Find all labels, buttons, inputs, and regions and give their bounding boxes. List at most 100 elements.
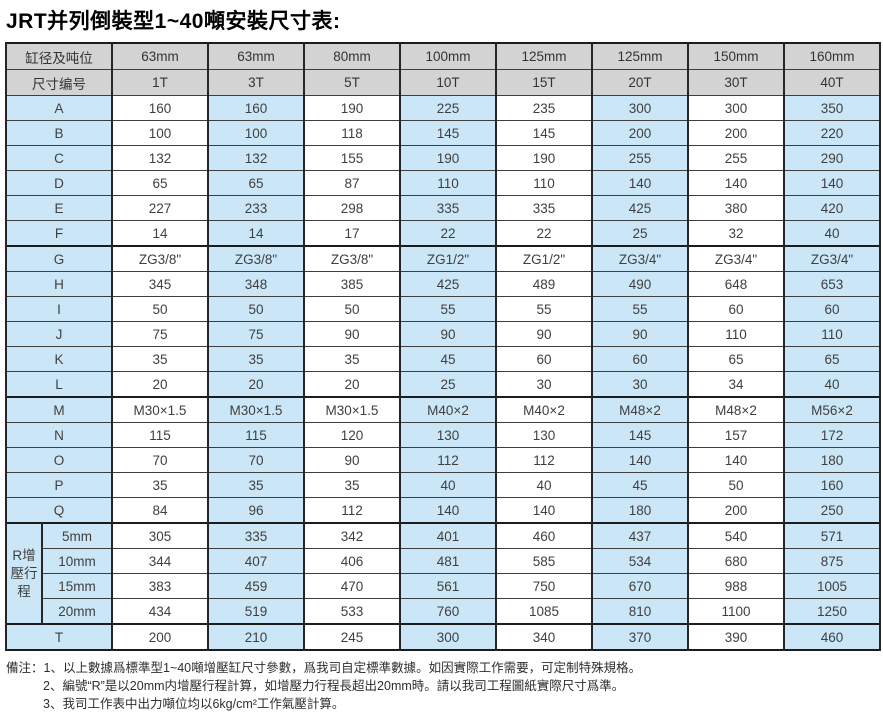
bore-column-header: 125mm (495, 42, 593, 70)
tonnage-column-header: 40T (783, 69, 881, 96)
value-cell: 200 (591, 120, 689, 146)
value-cell: 100 (111, 120, 209, 146)
row-label: N (5, 422, 113, 448)
value-cell: 112 (495, 447, 593, 473)
tonnage-column-header: 10T (399, 69, 497, 96)
value-cell: 45 (591, 472, 689, 498)
value-cell: M30×1.5 (303, 396, 401, 423)
value-cell: 810 (591, 598, 689, 625)
value-cell: 65 (207, 170, 305, 196)
value-cell: 90 (495, 321, 593, 347)
value-cell: 75 (111, 321, 209, 347)
note-item-1: 1、以上數據爲標準型1~40噸增壓缸尺寸參數，爲我司自定標準數據。如因實際工作需… (43, 661, 642, 675)
value-cell: 348 (207, 271, 305, 297)
value-cell: 585 (495, 548, 593, 574)
table-row: P 35 35 35 40 40 45 50 160 (5, 472, 881, 498)
value-cell: 35 (303, 472, 401, 498)
value-cell: 489 (495, 271, 593, 297)
value-cell: 200 (111, 623, 209, 651)
value-cell: 345 (111, 271, 209, 297)
value-cell: 30 (495, 371, 593, 398)
table-row: B 100 100 118 145 145 200 200 220 (5, 120, 881, 146)
value-cell: 140 (687, 170, 785, 196)
row-label: F (5, 220, 113, 247)
row-label: I (5, 296, 113, 322)
value-cell: 65 (783, 346, 881, 372)
value-cell: 459 (207, 573, 305, 599)
bore-column-header: 125mm (591, 42, 689, 70)
value-cell: 190 (399, 145, 497, 171)
value-cell: 1085 (495, 598, 593, 625)
value-cell: 145 (399, 120, 497, 146)
tonnage-column-header: 30T (687, 69, 785, 96)
value-cell: 145 (495, 120, 593, 146)
value-cell: 401 (399, 522, 497, 549)
stroke-row-label: 10mm (41, 548, 113, 574)
value-cell: 157 (687, 422, 785, 448)
dimensions-table: 缸径及吨位 63mm 63mm 80mm 100mm 125mm 125mm 150mm 160… (5, 42, 881, 651)
value-cell: 65 (687, 346, 785, 372)
value-cell: M30×1.5 (111, 396, 209, 423)
value-cell: 160 (111, 95, 209, 121)
value-cell: 160 (207, 95, 305, 121)
value-cell: 55 (399, 296, 497, 322)
value-cell: 750 (495, 573, 593, 599)
table-row: L 20 20 20 25 30 30 34 40 (5, 371, 881, 398)
value-cell: M40×2 (495, 396, 593, 423)
value-cell: 406 (303, 548, 401, 574)
value-cell: 90 (591, 321, 689, 347)
value-cell: 45 (399, 346, 497, 372)
table-row: Q 84 96 112 140 140 180 200 250 (5, 497, 881, 524)
value-cell: ZG3/4" (591, 245, 689, 272)
row-label: A (5, 95, 113, 121)
value-cell: M56×2 (783, 396, 881, 423)
value-cell: 17 (303, 220, 401, 247)
value-cell: 14 (207, 220, 305, 247)
value-cell: 35 (111, 472, 209, 498)
value-cell: 32 (687, 220, 785, 247)
value-cell: 120 (303, 422, 401, 448)
value-cell: 25 (591, 220, 689, 247)
value-cell: ZG3/4" (687, 245, 785, 272)
row-label: E (5, 195, 113, 221)
bore-header-row: 缸径及吨位 63mm 63mm 80mm 100mm 125mm 125mm 150mm 160… (5, 42, 881, 70)
value-cell: 55 (591, 296, 689, 322)
value-cell: 70 (207, 447, 305, 473)
value-cell: 233 (207, 195, 305, 221)
table-row: C 132 132 155 190 190 255 255 290 (5, 145, 881, 171)
value-cell: 220 (783, 120, 881, 146)
value-cell: 50 (111, 296, 209, 322)
value-cell: 534 (591, 548, 689, 574)
value-cell: 30 (591, 371, 689, 398)
tonnage-header-row: 尺寸编号 1T 3T 5T 10T 15T 20T 30T 40T (5, 69, 881, 96)
value-cell: 22 (495, 220, 593, 247)
value-cell: 140 (591, 447, 689, 473)
value-cell: 571 (783, 522, 881, 549)
bore-column-header: 63mm (207, 42, 305, 70)
value-cell: 20 (111, 371, 209, 398)
value-cell: 25 (399, 371, 497, 398)
table-row: I 50 50 50 55 55 55 60 60 (5, 296, 881, 322)
row-label: G (5, 245, 113, 272)
value-cell: 519 (207, 598, 305, 625)
bore-column-header: 63mm (111, 42, 209, 70)
table-row: R增壓行程 5mm 305 335 342 401 460 437 540 571 (5, 522, 881, 625)
row-label: P (5, 472, 113, 498)
value-cell: 34 (687, 371, 785, 398)
table-row: H 345 348 385 425 489 490 648 653 (5, 271, 881, 297)
bore-column-header: 100mm (399, 42, 497, 70)
value-cell: 407 (207, 548, 305, 574)
row-label: B (5, 120, 113, 146)
value-cell: 383 (111, 573, 209, 599)
value-cell: 434 (111, 598, 209, 625)
row-label: M (5, 396, 113, 423)
r-stroke-section-label: R增壓行程 (5, 522, 43, 625)
value-cell: 110 (399, 170, 497, 196)
stroke-row-label: 5mm (41, 522, 113, 549)
note-line-1: 備注：1、以上數據爲標準型1~40噸增壓缸尺寸參數，爲我司自定標準數據。如因實際… (6, 659, 879, 677)
value-cell: 110 (495, 170, 593, 196)
table-head: 缸径及吨位 63mm 63mm 80mm 100mm 125mm 125mm 150mm 160… (5, 42, 881, 96)
value-cell: 1100 (687, 598, 785, 625)
value-cell: 65 (111, 170, 209, 196)
